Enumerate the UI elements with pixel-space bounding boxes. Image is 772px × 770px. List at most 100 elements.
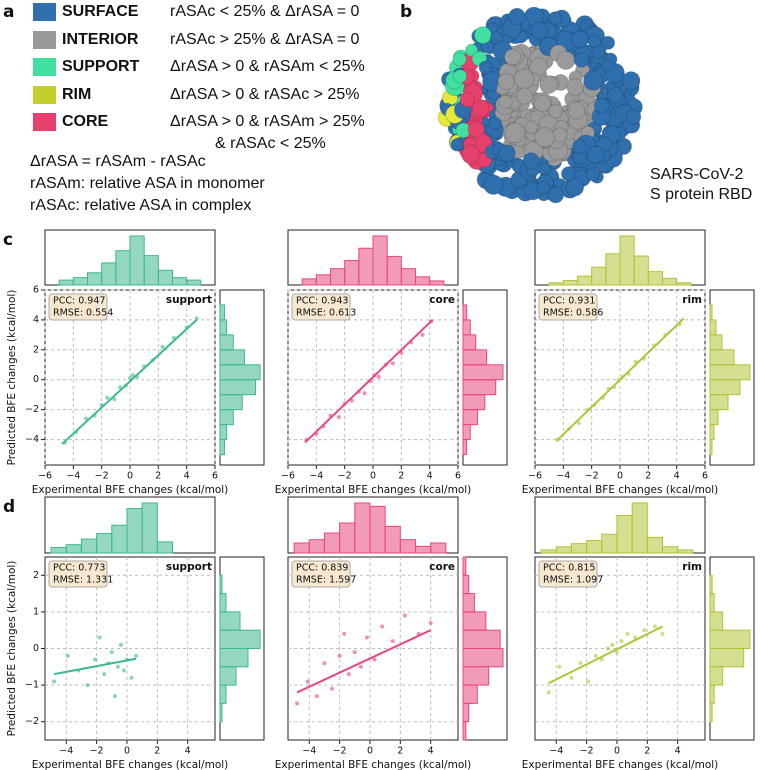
x-tick-label: −2 bbox=[580, 746, 594, 757]
hist-bar bbox=[172, 277, 188, 286]
point bbox=[372, 657, 377, 662]
x-tick-label: −2 bbox=[333, 746, 347, 757]
point bbox=[614, 650, 619, 655]
hist-bar bbox=[372, 235, 388, 286]
hist-bar bbox=[219, 684, 227, 704]
y-tick-label: 2 bbox=[33, 344, 39, 355]
y-tick-label: 4 bbox=[33, 314, 39, 325]
point bbox=[346, 672, 351, 677]
point bbox=[337, 415, 341, 420]
point bbox=[115, 664, 120, 669]
stats-box bbox=[48, 293, 108, 321]
x-tick-label: 4 bbox=[675, 746, 681, 757]
hist-bar bbox=[662, 277, 678, 286]
hist-bar bbox=[591, 266, 607, 286]
point bbox=[93, 657, 98, 662]
hist-bar bbox=[462, 556, 467, 576]
point bbox=[322, 661, 327, 666]
point bbox=[593, 653, 598, 658]
hist-bar bbox=[709, 379, 741, 396]
x-tick-label: 2 bbox=[644, 746, 650, 757]
point bbox=[364, 635, 369, 640]
protein-atom bbox=[483, 174, 504, 196]
point bbox=[85, 683, 90, 688]
protein-atom bbox=[621, 71, 641, 91]
stats-text: PCC: 0.943 bbox=[296, 296, 348, 307]
x-tick-label: −6 bbox=[528, 471, 542, 482]
point bbox=[121, 668, 126, 673]
hist-bar bbox=[647, 271, 663, 286]
point bbox=[428, 620, 433, 625]
protein-atom bbox=[503, 48, 522, 66]
protein-atom bbox=[586, 145, 605, 164]
protein-atom bbox=[498, 94, 513, 110]
hist-bar bbox=[540, 549, 557, 554]
protein-atom bbox=[539, 75, 558, 95]
legend-label: CORE bbox=[62, 113, 109, 130]
x-tick-label: 6 bbox=[455, 471, 461, 482]
hist-bar bbox=[462, 349, 488, 366]
hist-bar bbox=[709, 349, 735, 366]
stats-text: RMSE: 0.613 bbox=[296, 308, 356, 319]
protein-atom bbox=[488, 116, 502, 130]
x-axis-label: Experimental BFE changes (kcal/mol) bbox=[275, 759, 472, 770]
hist-bar bbox=[157, 269, 173, 286]
hist-bar bbox=[555, 546, 572, 554]
point bbox=[305, 679, 310, 684]
protein-atom bbox=[536, 180, 551, 195]
x-tick-label: −4 bbox=[549, 746, 563, 757]
hist-bar bbox=[462, 648, 504, 668]
class-label: rim bbox=[682, 294, 702, 306]
hist-bar bbox=[219, 593, 227, 613]
definition: ΔrASA = rASAm - rASAc bbox=[30, 153, 206, 170]
x-tick-label: 2 bbox=[154, 746, 160, 757]
point bbox=[625, 631, 630, 636]
protein-atom bbox=[560, 166, 576, 182]
point bbox=[130, 373, 135, 378]
protein-atom bbox=[587, 34, 602, 49]
point bbox=[295, 701, 300, 706]
point bbox=[376, 374, 381, 379]
hist-bar bbox=[369, 505, 386, 554]
hist-bar bbox=[219, 304, 225, 321]
hist-bar bbox=[548, 282, 564, 286]
hist-bar bbox=[709, 593, 715, 613]
x-axis-label: Experimental BFE changes (kcal/mol) bbox=[32, 759, 229, 770]
x-tick-label: −6 bbox=[281, 471, 295, 482]
hist-bar bbox=[631, 502, 648, 554]
point bbox=[109, 650, 114, 655]
hist-bar bbox=[462, 666, 490, 686]
protein-atom bbox=[461, 144, 481, 165]
x-tick-label: −4 bbox=[59, 746, 73, 757]
point bbox=[362, 391, 367, 396]
point bbox=[652, 624, 657, 629]
protein-atom bbox=[593, 98, 610, 114]
hist-bar bbox=[339, 522, 356, 554]
point bbox=[605, 646, 610, 651]
legend-swatch bbox=[33, 113, 56, 131]
hist-bar bbox=[141, 502, 158, 554]
hist-bar bbox=[709, 666, 724, 686]
hist-bar bbox=[577, 275, 593, 286]
stats-text: RMSE: 0.586 bbox=[543, 308, 603, 319]
hist-bar bbox=[315, 274, 332, 286]
hist-bar bbox=[72, 277, 89, 286]
protein-atom bbox=[533, 94, 552, 113]
hist-bar bbox=[633, 255, 649, 286]
hist-bar bbox=[709, 424, 715, 441]
hist-bar bbox=[219, 424, 228, 441]
x-tick-label: 0 bbox=[614, 746, 620, 757]
hist-bar bbox=[219, 574, 223, 595]
x-tick-label: 0 bbox=[367, 746, 373, 757]
protein-atom bbox=[504, 122, 526, 144]
x-tick-label: −4 bbox=[302, 746, 316, 757]
y-tick-label: −2 bbox=[25, 404, 39, 415]
point bbox=[160, 344, 165, 349]
y-axis-label: Predicted BFE changes (kcal/mol) bbox=[6, 561, 18, 737]
point bbox=[557, 664, 562, 669]
point bbox=[633, 635, 638, 640]
hist-bar bbox=[126, 508, 143, 554]
hist-bar bbox=[462, 394, 486, 411]
point bbox=[586, 679, 591, 684]
